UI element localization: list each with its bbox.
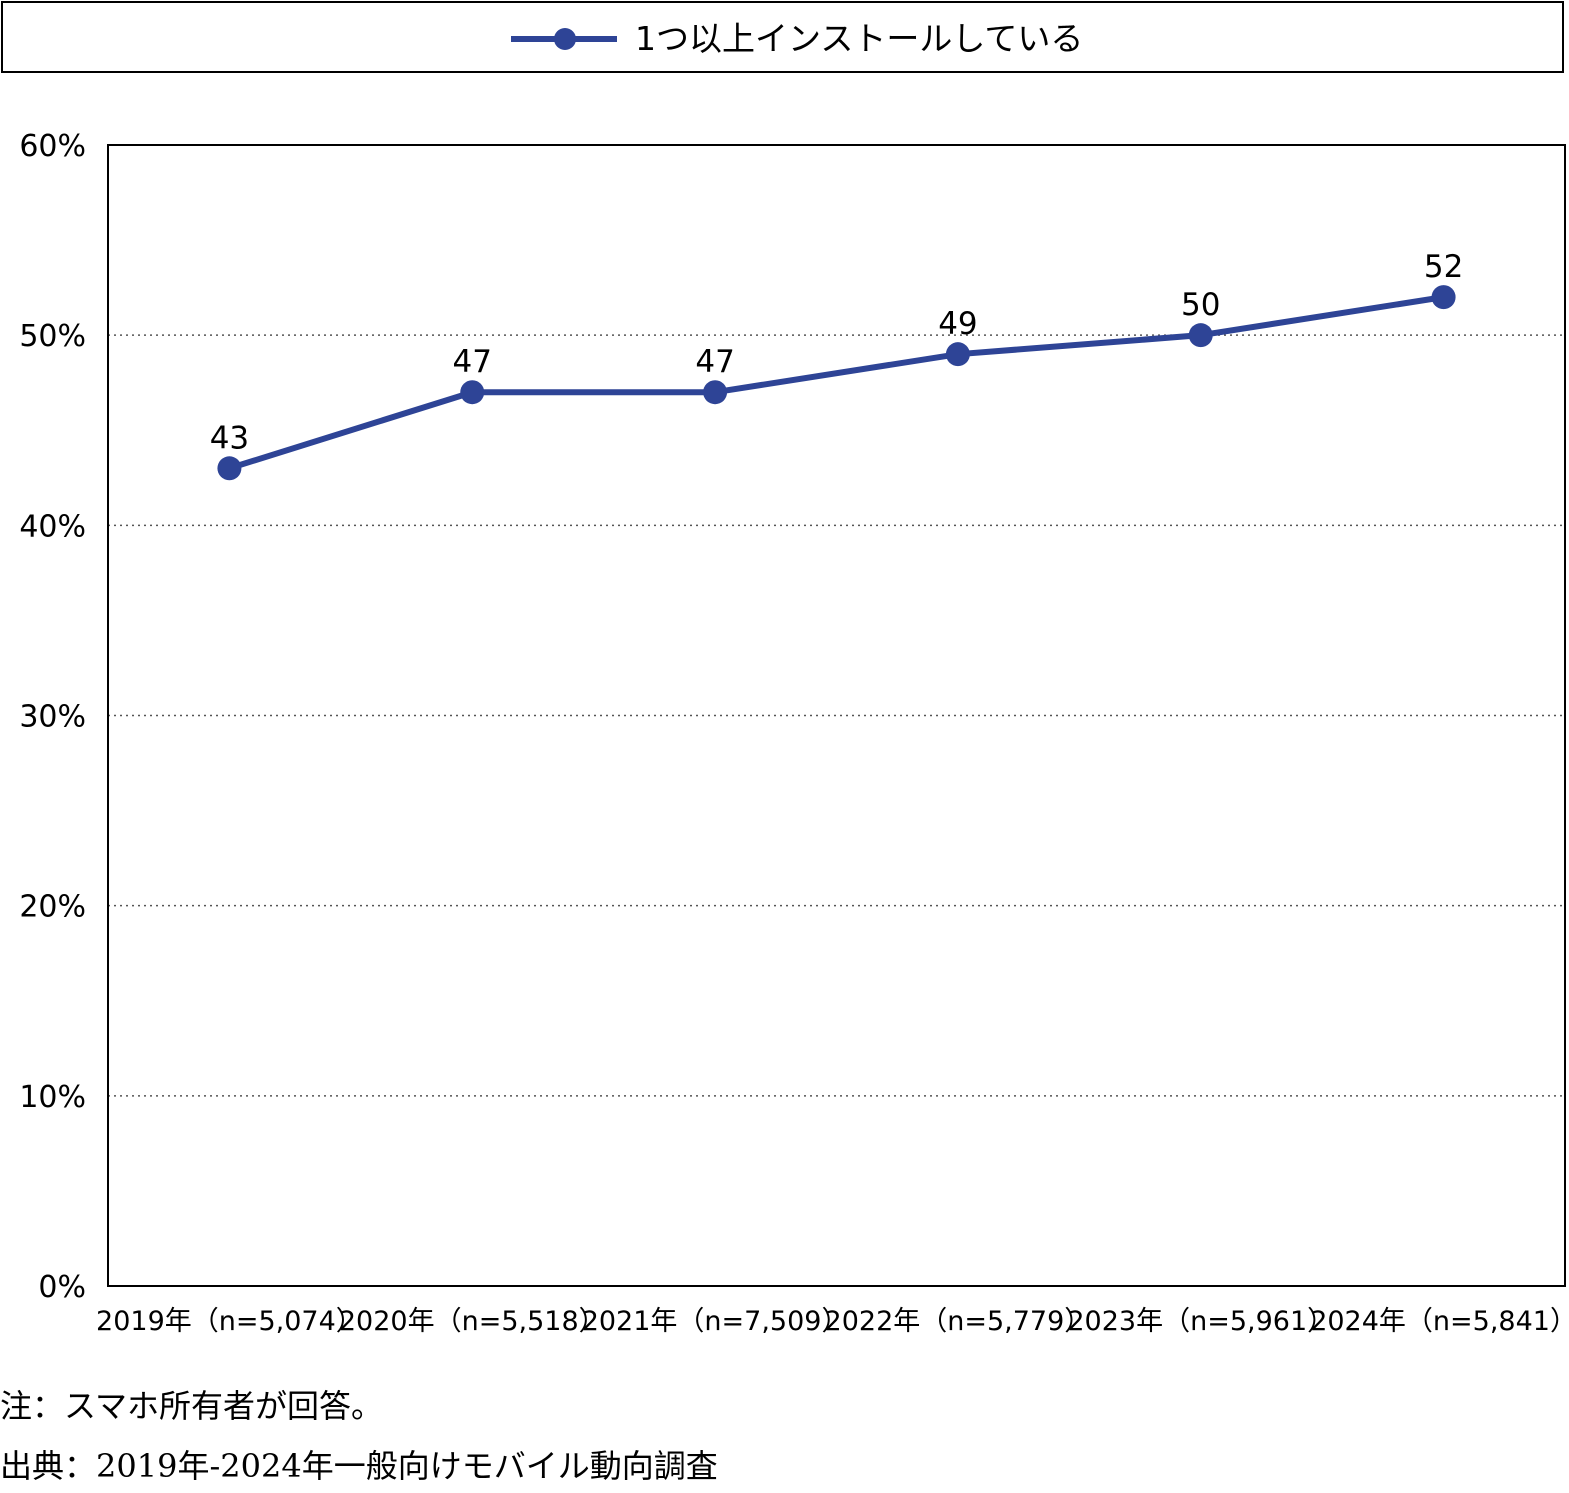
data-point — [460, 380, 485, 405]
y-tick-label: 10% — [19, 1080, 86, 1115]
x-tick-label: 2020年（n=5,518） — [339, 1306, 606, 1337]
x-tick-label: 2021年（n=7,509） — [582, 1306, 849, 1337]
chart-source: 出典：2019年-2024年一般向けモバイル動向調査 — [0, 1447, 718, 1485]
data-point — [1431, 285, 1456, 310]
data-point — [217, 456, 242, 481]
data-point — [703, 380, 728, 405]
plot-frame — [107, 144, 1566, 1287]
x-tick-label: 2023年（n=5,961） — [1067, 1306, 1334, 1337]
line-chart: 0% 10% 20% 30% 40% 50% 60% 2019年（n=5,074）2020年（… — [19, 129, 1569, 1337]
data-label: 50 — [1181, 287, 1220, 323]
series-line — [228, 294, 1445, 472]
y-tick-label: 50% — [19, 319, 86, 354]
x-tick-label: 2024年（n=5,841） — [1310, 1306, 1569, 1337]
chart-note: 注：スマホ所有者が回答。 — [0, 1387, 384, 1425]
data-point — [945, 342, 970, 367]
y-tick-label: 40% — [19, 509, 86, 544]
x-tick-label: 2022年（n=5,779） — [825, 1306, 1092, 1337]
legend-line-marker — [511, 28, 617, 50]
data-label: 47 — [695, 344, 734, 380]
data-label: 49 — [938, 306, 977, 342]
data-label: 52 — [1424, 249, 1463, 285]
y-tick-label: 0% — [38, 1270, 86, 1305]
y-tick-label: 30% — [19, 700, 86, 735]
y-tick-label: 20% — [19, 890, 86, 925]
x-tick-label: 2019年（n=5,074） — [96, 1306, 363, 1337]
data-point — [1188, 323, 1213, 348]
legend: 1つ以上インストールしている — [1, 1, 1564, 73]
data-label: 47 — [453, 344, 492, 380]
legend-label: 1つ以上インストールしている — [635, 19, 1084, 58]
y-tick-label: 60% — [19, 129, 86, 164]
data-label: 43 — [210, 420, 249, 456]
